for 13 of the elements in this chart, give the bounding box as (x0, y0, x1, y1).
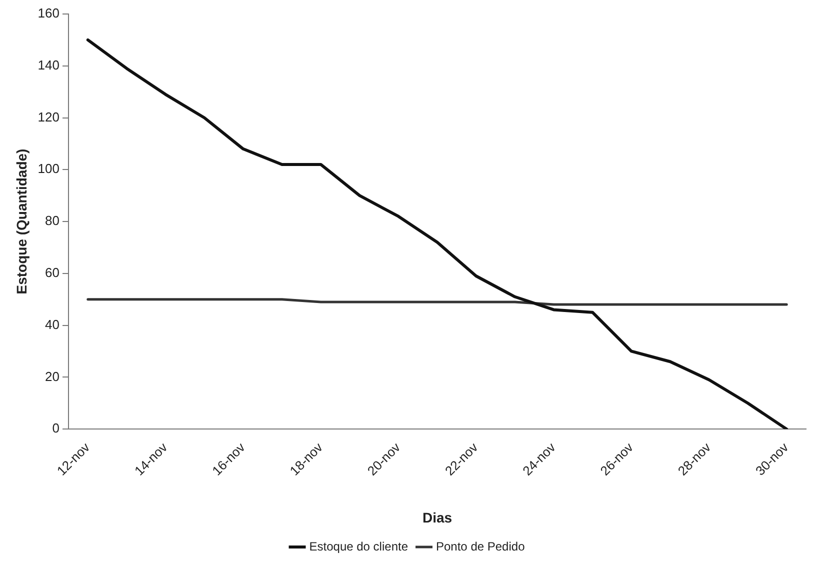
y-tick-label: 20 (45, 368, 60, 384)
x-axis-title: Dias (422, 509, 452, 526)
legend-label: Ponto de Pedido (436, 539, 526, 554)
y-tick-label: 60 (45, 264, 60, 280)
y-tick-label: 140 (38, 57, 60, 72)
y-tick-label: 160 (38, 6, 60, 21)
y-tick-label: 120 (38, 109, 60, 124)
y-axis-title: Estoque (Quantidade) (13, 148, 30, 294)
y-tick-label: 80 (45, 213, 60, 228)
y-tick-label: 40 (45, 316, 60, 332)
y-tick-label: 0 (52, 420, 60, 436)
legend-label: Estoque do cliente (309, 539, 408, 554)
y-tick-label: 100 (38, 161, 60, 176)
